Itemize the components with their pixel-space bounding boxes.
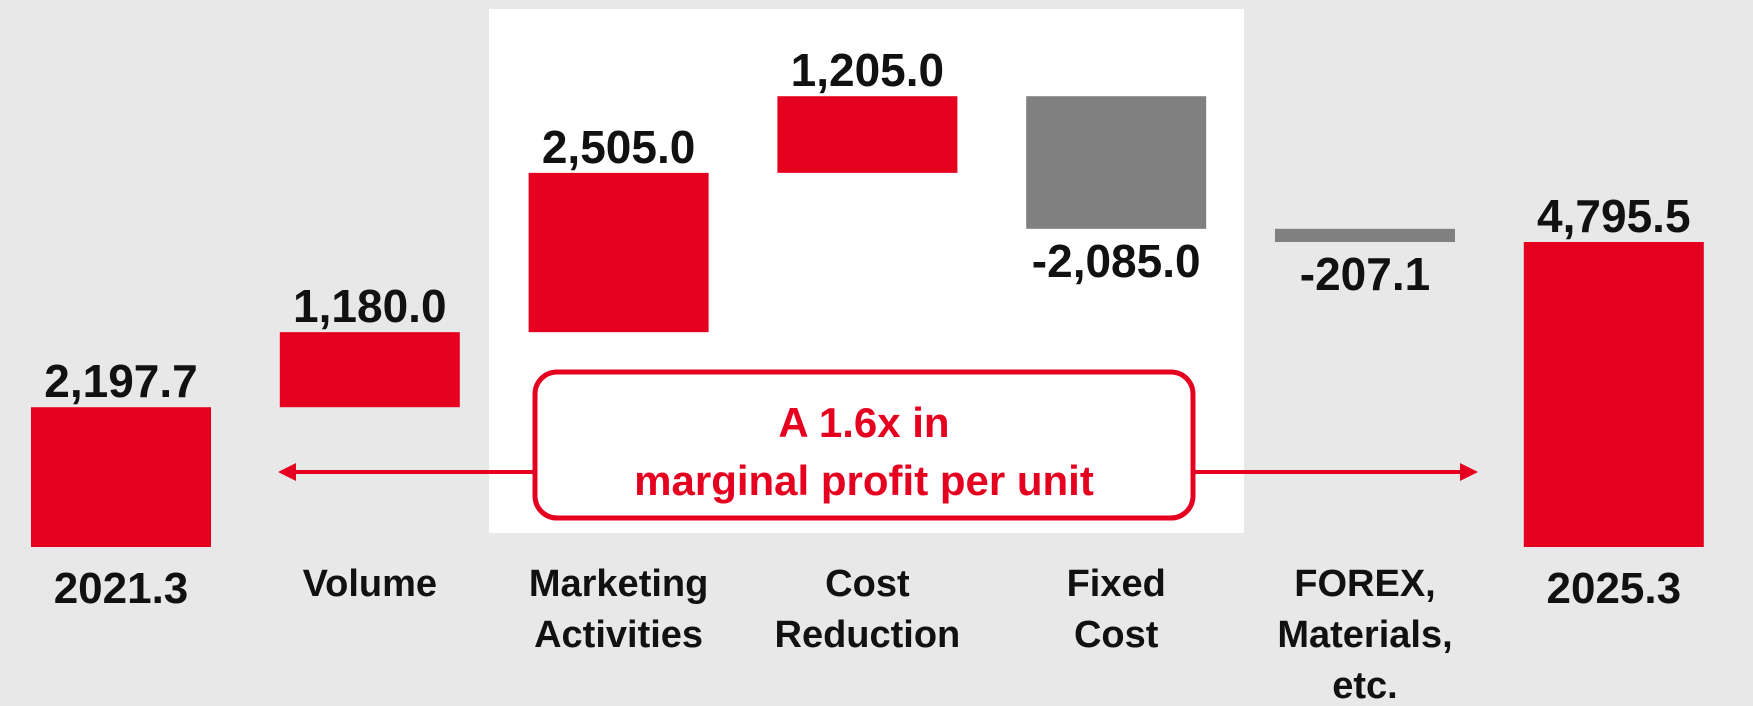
bar (1275, 228, 1455, 242)
category-label: 2025.3 (1547, 564, 1682, 613)
annotation: A 1.6x in (778, 399, 949, 446)
bar (528, 172, 709, 333)
value-label: 1,180.0 (293, 280, 446, 332)
value-label: 2,505.0 (542, 121, 695, 173)
arrow-head (278, 463, 296, 481)
value-label: -207.1 (1300, 248, 1430, 300)
category-label: 2021.3 (54, 564, 189, 613)
arrow-head (1460, 463, 1478, 481)
category-label: FOREX, Materials, etc. (1277, 563, 1452, 706)
category-label: Volume (303, 563, 437, 605)
category-label: Marketing Activities (529, 563, 708, 656)
callout-box (532, 369, 1196, 521)
value-label: -2,085.0 (1032, 235, 1201, 287)
value-label: 4,795.5 (1537, 190, 1690, 242)
bar (31, 407, 211, 547)
value-label: 2,197.7 (44, 355, 197, 407)
arrow (278, 463, 1478, 481)
category-label: Fixed Cost (1067, 563, 1166, 656)
bar (777, 96, 958, 173)
value-label: 1,205.0 (791, 44, 944, 96)
bar (279, 332, 460, 408)
category-label: Cost Reduction (775, 563, 961, 656)
bar (1026, 96, 1207, 229)
annotation: marginal profit per unit (634, 457, 1094, 504)
bar (1523, 242, 1704, 547)
